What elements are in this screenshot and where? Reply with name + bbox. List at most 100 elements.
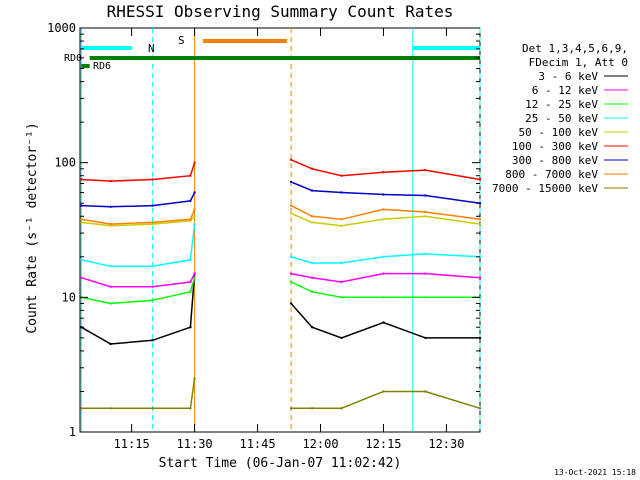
series-line (290, 253, 481, 264)
series-point (340, 174, 343, 177)
x-tick-label: 12:30 (428, 437, 464, 451)
series-point (80, 276, 83, 279)
series-point (289, 407, 293, 410)
series-point (424, 336, 427, 340)
series-point (382, 390, 385, 393)
series-point (340, 261, 343, 265)
series-line (290, 281, 480, 299)
series-point (109, 222, 112, 226)
series-point (478, 178, 482, 181)
series-point (340, 218, 343, 221)
series-point (478, 218, 482, 221)
series-point (151, 407, 154, 410)
rd0-flag-label: RD0 (64, 53, 82, 64)
rd6-flag-label: RD6 (93, 61, 111, 72)
series-point (80, 221, 83, 224)
series-point (189, 174, 192, 177)
series-point (189, 218, 192, 221)
series-line (81, 277, 196, 305)
series-point (424, 168, 427, 172)
series-point (424, 210, 427, 214)
series-point (151, 204, 154, 207)
series-line (81, 378, 196, 410)
series-point (340, 224, 343, 227)
legend-label: 12 - 25 keV (525, 98, 598, 111)
legend-label: 7000 - 15000 keV (492, 182, 598, 195)
series-point (189, 290, 192, 293)
series-point (151, 339, 154, 342)
series-point (310, 189, 314, 192)
series-point (80, 178, 83, 181)
series-point (193, 191, 196, 194)
series-point (310, 290, 314, 293)
y-tick-label: 1000 (47, 21, 76, 35)
x-tick-label: 11:30 (177, 437, 213, 451)
series-point (424, 252, 427, 256)
series-point (478, 222, 482, 226)
series-line (291, 390, 481, 410)
series-point (310, 167, 314, 170)
series-point (109, 302, 112, 305)
series-point (310, 261, 314, 265)
series-point (109, 285, 112, 288)
legend-label: 100 - 300 keV (512, 140, 598, 153)
series-point (80, 407, 83, 410)
x-tick-label: 12:15 (365, 437, 401, 451)
plot-frame (79, 27, 481, 433)
series-point (109, 342, 112, 346)
y-tick-label: 100 (54, 156, 76, 170)
series-point (80, 258, 83, 261)
series-line (290, 204, 481, 221)
series-point (478, 407, 482, 410)
chart-title: RHESSI Observing Summary Count Rates (107, 2, 454, 21)
series-point (193, 272, 196, 275)
series-point (289, 204, 293, 207)
legend-label: 25 - 50 keV (525, 112, 598, 125)
saa-flag-label: S (178, 34, 185, 47)
series-point (424, 272, 427, 275)
night-flag-label: N (148, 42, 155, 55)
series-point (340, 191, 343, 194)
series-point (193, 161, 196, 164)
series-line (81, 273, 196, 288)
x-tick-label: 12:00 (302, 437, 338, 451)
series-point (310, 276, 314, 279)
x-tick-label: 11:45 (239, 437, 275, 451)
chart-axes: 1 10 100 1000 11:15 11:30 11:45 12:00 12:15 12:30 (47, 21, 480, 451)
series-point (189, 280, 192, 284)
x-axis-label: Start Time (06-Jan-07 11:02:42) (159, 456, 402, 471)
legend-label: 6 - 12 keV (532, 84, 599, 97)
series-line (290, 303, 480, 339)
series-point (109, 224, 112, 227)
series-point (424, 215, 427, 218)
series-point (382, 272, 385, 275)
chart-marks (80, 158, 482, 410)
series-point (340, 407, 343, 410)
series-point (340, 336, 343, 340)
series-point (424, 194, 427, 197)
series-line (81, 224, 196, 268)
series-point (109, 179, 112, 183)
series-point (80, 204, 83, 207)
legend: Det 1,3,4,5,6,9, FDecim 1, Att 0 3 - 6 k… (492, 42, 628, 195)
series-point (80, 218, 83, 221)
series-point (289, 272, 293, 275)
legend-label: 50 - 100 keV (519, 126, 599, 139)
series-point (478, 276, 482, 279)
series-point (289, 158, 293, 161)
series-point (289, 280, 293, 284)
legend-label: 800 - 7000 keV (505, 168, 598, 181)
plot-area: N S RD0 RD6 (64, 27, 481, 433)
series-point (109, 205, 112, 208)
series-point (424, 390, 427, 393)
series-point (340, 296, 343, 299)
series-point (382, 171, 385, 174)
series-point (189, 258, 192, 261)
series-point (289, 302, 293, 305)
series-line (290, 272, 481, 283)
series-point (193, 215, 196, 218)
series-point (193, 222, 196, 226)
series-point (289, 255, 293, 258)
series-point (151, 221, 154, 224)
